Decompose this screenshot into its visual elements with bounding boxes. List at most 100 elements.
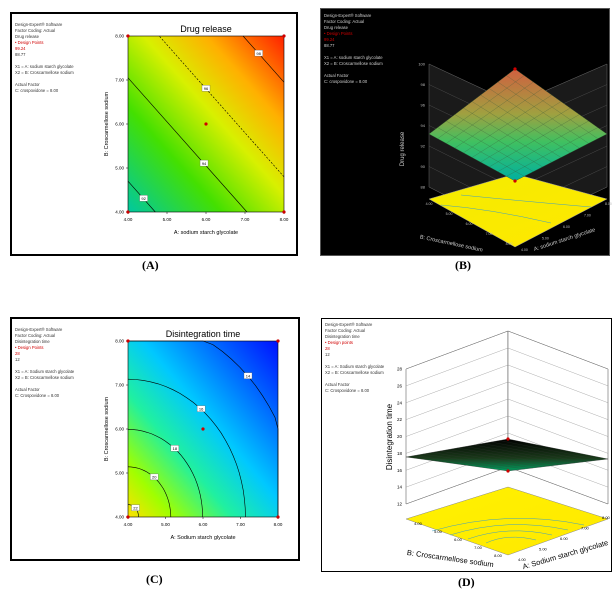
surface-mesh-line	[473, 444, 575, 464]
y-tick-label: 5.00	[446, 212, 453, 216]
contour-label-box	[139, 195, 148, 202]
y-tick-label: 8.00	[115, 339, 124, 344]
surface-mesh-line	[446, 120, 534, 172]
y-tick-label: 8.00	[506, 242, 513, 246]
y-tick-label: 6.00	[115, 427, 124, 432]
floor-contour-line	[460, 194, 592, 208]
surface-mesh-line	[482, 443, 584, 463]
wall-grid-line	[405, 398, 509, 437]
contour-label: 22	[133, 506, 138, 511]
contour-label: 18	[173, 446, 178, 451]
y-tick-label: 5.00	[434, 529, 443, 534]
z-tick-label: 14	[397, 485, 403, 490]
contour-label-box	[201, 85, 211, 92]
design-point	[126, 515, 130, 519]
x-tick-label: 4.00	[124, 217, 133, 222]
back-wall-left	[405, 330, 509, 505]
chart-title: Disintegration time	[166, 329, 241, 339]
x-tick-label: 5.00	[161, 522, 170, 527]
surface-mesh-line	[437, 127, 525, 177]
x-axis-label: A: Sodium starch glycolate	[170, 535, 235, 541]
x-tick-label: 7.00	[581, 526, 590, 531]
surface-chart-b: 88 90 92 94 96 98 100 Drug release B: Croscarmel…	[400, 62, 612, 254]
design-point	[513, 67, 517, 71]
contour-label: 16	[199, 407, 204, 412]
y-tick-label: 4.00	[115, 515, 124, 520]
design-point	[282, 34, 286, 38]
y-tick-label: 7.00	[115, 78, 124, 83]
y-tick-label: 6.00	[454, 537, 463, 542]
chart-title: Drug release	[180, 24, 232, 34]
surface-mesh-line	[497, 120, 589, 172]
z-tick-label: 18	[397, 451, 403, 456]
caption-a: (A)	[142, 258, 159, 272]
y-tick-label: 4.00	[115, 210, 124, 215]
z-tick-label: 26	[397, 383, 403, 388]
y-tick-label: 7.00	[474, 545, 483, 550]
contour-label: 14	[246, 374, 251, 379]
design-point	[201, 427, 205, 431]
z-tick-label: 24	[397, 400, 403, 405]
design-point	[506, 469, 510, 473]
surface-mesh-line	[480, 107, 571, 163]
design-point	[204, 122, 208, 126]
wall-grid-line	[507, 466, 609, 505]
panel-d-disintegration-surface: Design-Expert® Software Factor Coding: A…	[321, 318, 612, 572]
wall-grid-line	[405, 381, 509, 420]
y-axis-label: B: Croscarmellose sodium	[419, 234, 483, 253]
contour-line	[127, 378, 246, 518]
z-tick-label: 20	[397, 434, 403, 439]
contour-label-box	[199, 159, 209, 167]
x-axis-label: A: sodium starch glycolate	[174, 230, 238, 236]
y-tick-label: 4.00	[414, 521, 423, 526]
surface-mesh-line	[506, 127, 598, 177]
z-tick-label: 28	[397, 367, 403, 372]
info-text-d: Design-Expert® Software Factor Coding: A…	[325, 322, 385, 393]
caption-c: (C)	[146, 572, 163, 586]
z-tick-label: 12	[397, 502, 403, 507]
design-point	[126, 210, 130, 214]
contour-line	[127, 429, 203, 518]
y-tick-label: 7.00	[115, 383, 124, 388]
design-point	[282, 210, 286, 214]
x-tick-label: 4.00	[124, 522, 133, 527]
y-tick-label: 8.00	[494, 553, 503, 558]
wall-grid-line	[507, 364, 609, 403]
floor-contour-line	[431, 518, 585, 532]
x-tick-label: 7.00	[584, 214, 591, 218]
surface-mesh-line	[489, 114, 580, 168]
z-tick-label: 94	[421, 123, 426, 128]
design-point	[506, 437, 510, 441]
floor-contour-plane	[405, 486, 609, 556]
contour-line	[242, 35, 285, 83]
wall-grid-line	[507, 381, 609, 420]
wall-grid-line	[405, 330, 509, 370]
design-point	[276, 515, 280, 519]
wall-grid-line	[507, 398, 609, 437]
caption-b: (B)	[455, 258, 471, 272]
z-tick-label: 16	[397, 468, 403, 473]
floor-contour-plane	[428, 173, 608, 248]
surface-mesh-line	[454, 114, 543, 168]
wall-grid-line	[507, 347, 609, 387]
y-tick-label: 8.00	[115, 34, 124, 39]
x-tick-label: 6.00	[563, 225, 570, 229]
y-axis-label: B: Croscarmellose sodium	[104, 396, 110, 461]
surface-mesh-line	[431, 452, 534, 469]
contour-label-box	[243, 372, 253, 379]
floor-contour-line	[449, 524, 569, 536]
contour-label-box	[196, 405, 206, 412]
info-text-b: Design-Expert® Software Factor Coding: A…	[324, 13, 383, 84]
caption-d: (D)	[458, 575, 475, 589]
surface-mesh-line	[456, 447, 559, 466]
x-tick-label: 5.00	[163, 217, 172, 222]
design-point	[126, 339, 130, 343]
panel-b-drug-release-surface: Design-Expert® Software Factor Coding: A…	[320, 8, 612, 256]
contour-label: 94	[202, 161, 207, 166]
surface-mesh-line	[422, 453, 525, 470]
floor-contour-line	[440, 204, 552, 224]
surface-mesh-line	[471, 101, 562, 158]
surface-mesh-line	[463, 107, 552, 163]
x-tick-label: 6.00	[560, 536, 569, 541]
contour-label: 98	[256, 51, 261, 56]
